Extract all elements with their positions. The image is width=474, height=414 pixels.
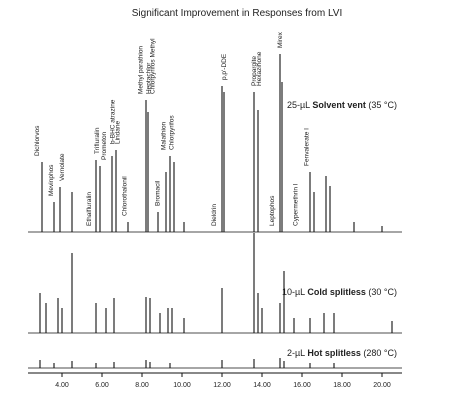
peak-label: Leptophos bbox=[269, 195, 276, 226]
peak-label: Dichlorvos bbox=[34, 125, 41, 156]
trace-name: Cold splitless bbox=[307, 287, 366, 297]
peak-label: Ethalfluralin bbox=[86, 192, 93, 226]
trace-temp: (280 °C) bbox=[363, 348, 397, 358]
x-tick-label: 20.00 bbox=[373, 382, 391, 389]
chart-title: Significant Improvement in Responses fro… bbox=[132, 8, 342, 19]
x-tick-label: 14.00 bbox=[253, 382, 271, 389]
peak-label: Lindane bbox=[115, 120, 122, 144]
trace-volume: 10-µL bbox=[282, 287, 305, 297]
x-tick-label: 8.00 bbox=[135, 382, 149, 389]
peak-label: Vernolate bbox=[59, 153, 66, 181]
x-tick-label: 12.00 bbox=[213, 382, 231, 389]
trace-temp: (30 °C) bbox=[368, 287, 397, 297]
peak-label: Chlorpyrifos bbox=[168, 115, 175, 150]
trace-volume: 2-µL bbox=[287, 348, 305, 358]
peak-label: Heptachlor bbox=[145, 62, 152, 94]
peak-label: Mirex bbox=[277, 31, 284, 48]
peak-label: p,p'-DDE bbox=[221, 53, 228, 80]
peak-label: Mevinphos bbox=[48, 164, 55, 196]
peak-label: Bromacil bbox=[154, 180, 161, 206]
peak-label: Hexazinone bbox=[256, 51, 263, 86]
trace-label: 2-µL Hot splitless (280 °C) bbox=[287, 348, 397, 358]
x-tick-label: 18.00 bbox=[333, 382, 351, 389]
x-tick-label: 6.00 bbox=[95, 382, 109, 389]
trace-name: Hot splitless bbox=[307, 348, 361, 358]
peak-label: Chlorothalonil bbox=[122, 176, 129, 216]
trace-name: Solvent vent bbox=[312, 100, 366, 110]
peak-label: Malathion bbox=[160, 121, 167, 150]
peak-label: b-BHC atrazine bbox=[110, 99, 117, 144]
peak-label: Dieldrin bbox=[211, 204, 218, 226]
x-tick-label: 4.00 bbox=[55, 382, 69, 389]
peak-label: Methyl parathion bbox=[138, 46, 145, 94]
peak-label: Chlorpyrifos Methyl bbox=[149, 38, 156, 94]
peak-label: Fenvalerate I bbox=[304, 128, 311, 166]
trace-temp: (35 °C) bbox=[368, 100, 397, 110]
x-tick-label: 10.00 bbox=[173, 382, 191, 389]
peak-label: Trifluralin bbox=[94, 127, 101, 154]
peak-label: Prometon bbox=[101, 131, 108, 160]
peak-label: Cypermethrin I bbox=[293, 183, 300, 226]
trace-volume: 25-µL bbox=[287, 100, 310, 110]
trace-label: 10-µL Cold splitless (30 °C) bbox=[282, 287, 397, 297]
x-tick-label: 16.00 bbox=[293, 382, 311, 389]
peak-label: Propargite bbox=[251, 56, 258, 86]
trace-label: 25-µL Solvent vent (35 °C) bbox=[287, 100, 397, 110]
